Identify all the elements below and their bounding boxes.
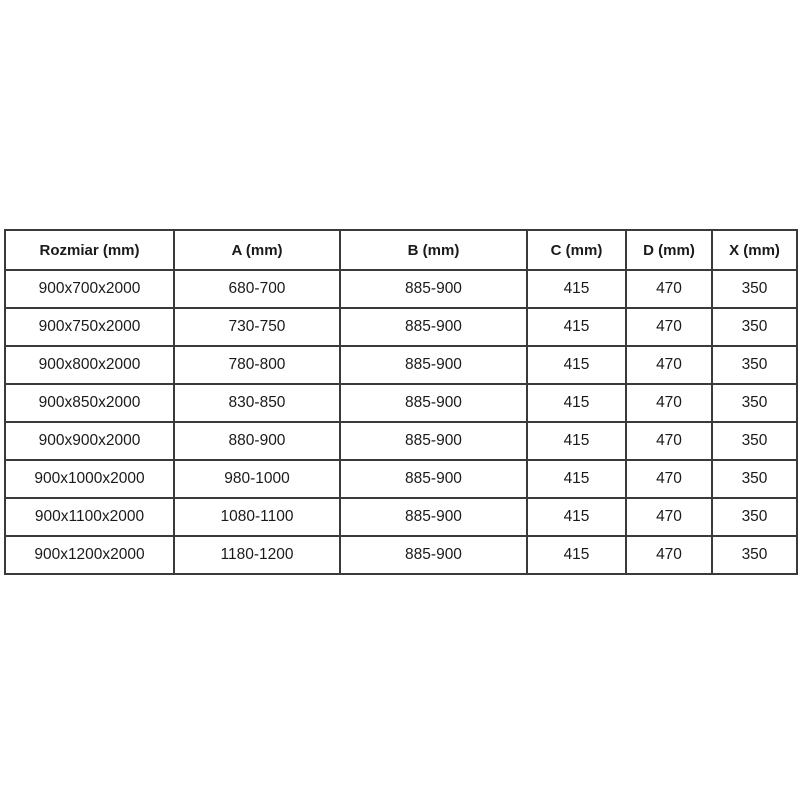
table-cell-d: 470 bbox=[625, 383, 713, 423]
table-cell-c: 415 bbox=[526, 269, 627, 309]
table-cell-d: 470 bbox=[625, 345, 713, 385]
table-cell-c: 415 bbox=[526, 459, 627, 499]
table-cell-d: 470 bbox=[625, 459, 713, 499]
table-cell-a: 880-900 bbox=[173, 421, 341, 461]
table-cell-c: 415 bbox=[526, 535, 627, 575]
table-cell-c: 415 bbox=[526, 383, 627, 423]
table-cell-c: 415 bbox=[526, 307, 627, 347]
table-cell-x: 350 bbox=[711, 497, 798, 537]
table-cell-x: 350 bbox=[711, 345, 798, 385]
table-cell-rozmiar: 900x750x2000 bbox=[4, 307, 175, 347]
table-cell-d: 470 bbox=[625, 269, 713, 309]
column-header-b: B (mm) bbox=[339, 229, 528, 271]
table-cell-x: 350 bbox=[711, 307, 798, 347]
table-cell-rozmiar: 900x900x2000 bbox=[4, 421, 175, 461]
column-header-x: X (mm) bbox=[711, 229, 798, 271]
table-cell-x: 350 bbox=[711, 269, 798, 309]
table-cell-d: 470 bbox=[625, 307, 713, 347]
column-header-rozmiar: Rozmiar (mm) bbox=[4, 229, 175, 271]
table-cell-b: 885-900 bbox=[339, 307, 528, 347]
table-cell-a: 830-850 bbox=[173, 383, 341, 423]
table-cell-rozmiar: 900x800x2000 bbox=[4, 345, 175, 385]
table-cell-x: 350 bbox=[711, 459, 798, 499]
table-cell-rozmiar: 900x850x2000 bbox=[4, 383, 175, 423]
table-cell-c: 415 bbox=[526, 421, 627, 461]
table-cell-x: 350 bbox=[711, 421, 798, 461]
table-row: 900x1200x2000 1180-1200 885-900 415 470 350 bbox=[4, 535, 798, 575]
table-row: 900x800x2000 780-800 885-900 415 470 350 bbox=[4, 345, 798, 385]
table-cell-d: 470 bbox=[625, 421, 713, 461]
table-cell-x: 350 bbox=[711, 383, 798, 423]
table-cell-b: 885-900 bbox=[339, 535, 528, 575]
table-row: 900x900x2000 880-900 885-900 415 470 350 bbox=[4, 421, 798, 461]
dimensions-table: Rozmiar (mm) A (mm) B (mm) C (mm) D (mm) X (m… bbox=[4, 229, 798, 575]
table-row: 900x1000x2000 980-1000 885-900 415 470 350 bbox=[4, 459, 798, 499]
table-cell-b: 885-900 bbox=[339, 269, 528, 309]
column-header-a: A (mm) bbox=[173, 229, 341, 271]
table-cell-d: 470 bbox=[625, 535, 713, 575]
table-cell-b: 885-900 bbox=[339, 459, 528, 499]
table-cell-rozmiar: 900x1200x2000 bbox=[4, 535, 175, 575]
table-row: 900x750x2000 730-750 885-900 415 470 350 bbox=[4, 307, 798, 347]
table-body: 900x700x2000 680-700 885-900 415 470 350 900x7… bbox=[4, 269, 798, 575]
table-cell-b: 885-900 bbox=[339, 345, 528, 385]
table-cell-d: 470 bbox=[625, 497, 713, 537]
header-row: Rozmiar (mm) A (mm) B (mm) C (mm) D (mm) X (m… bbox=[4, 229, 798, 271]
table-cell-a: 1180-1200 bbox=[173, 535, 341, 575]
table-cell-a: 980-1000 bbox=[173, 459, 341, 499]
table-cell-b: 885-900 bbox=[339, 497, 528, 537]
table-cell-a: 780-800 bbox=[173, 345, 341, 385]
table-cell-rozmiar: 900x1100x2000 bbox=[4, 497, 175, 537]
column-header-c: C (mm) bbox=[526, 229, 627, 271]
table-cell-rozmiar: 900x1000x2000 bbox=[4, 459, 175, 499]
table-cell-a: 730-750 bbox=[173, 307, 341, 347]
table-row: 900x850x2000 830-850 885-900 415 470 350 bbox=[4, 383, 798, 423]
table-cell-c: 415 bbox=[526, 497, 627, 537]
table-cell-x: 350 bbox=[711, 535, 798, 575]
table-cell-rozmiar: 900x700x2000 bbox=[4, 269, 175, 309]
column-header-d: D (mm) bbox=[625, 229, 713, 271]
table-cell-b: 885-900 bbox=[339, 421, 528, 461]
table-cell-c: 415 bbox=[526, 345, 627, 385]
table-cell-a: 1080-1100 bbox=[173, 497, 341, 537]
table-row: 900x700x2000 680-700 885-900 415 470 350 bbox=[4, 269, 798, 309]
table-row: 900x1100x2000 1080-1100 885-900 415 470 350 bbox=[4, 497, 798, 537]
table-cell-b: 885-900 bbox=[339, 383, 528, 423]
table-cell-a: 680-700 bbox=[173, 269, 341, 309]
